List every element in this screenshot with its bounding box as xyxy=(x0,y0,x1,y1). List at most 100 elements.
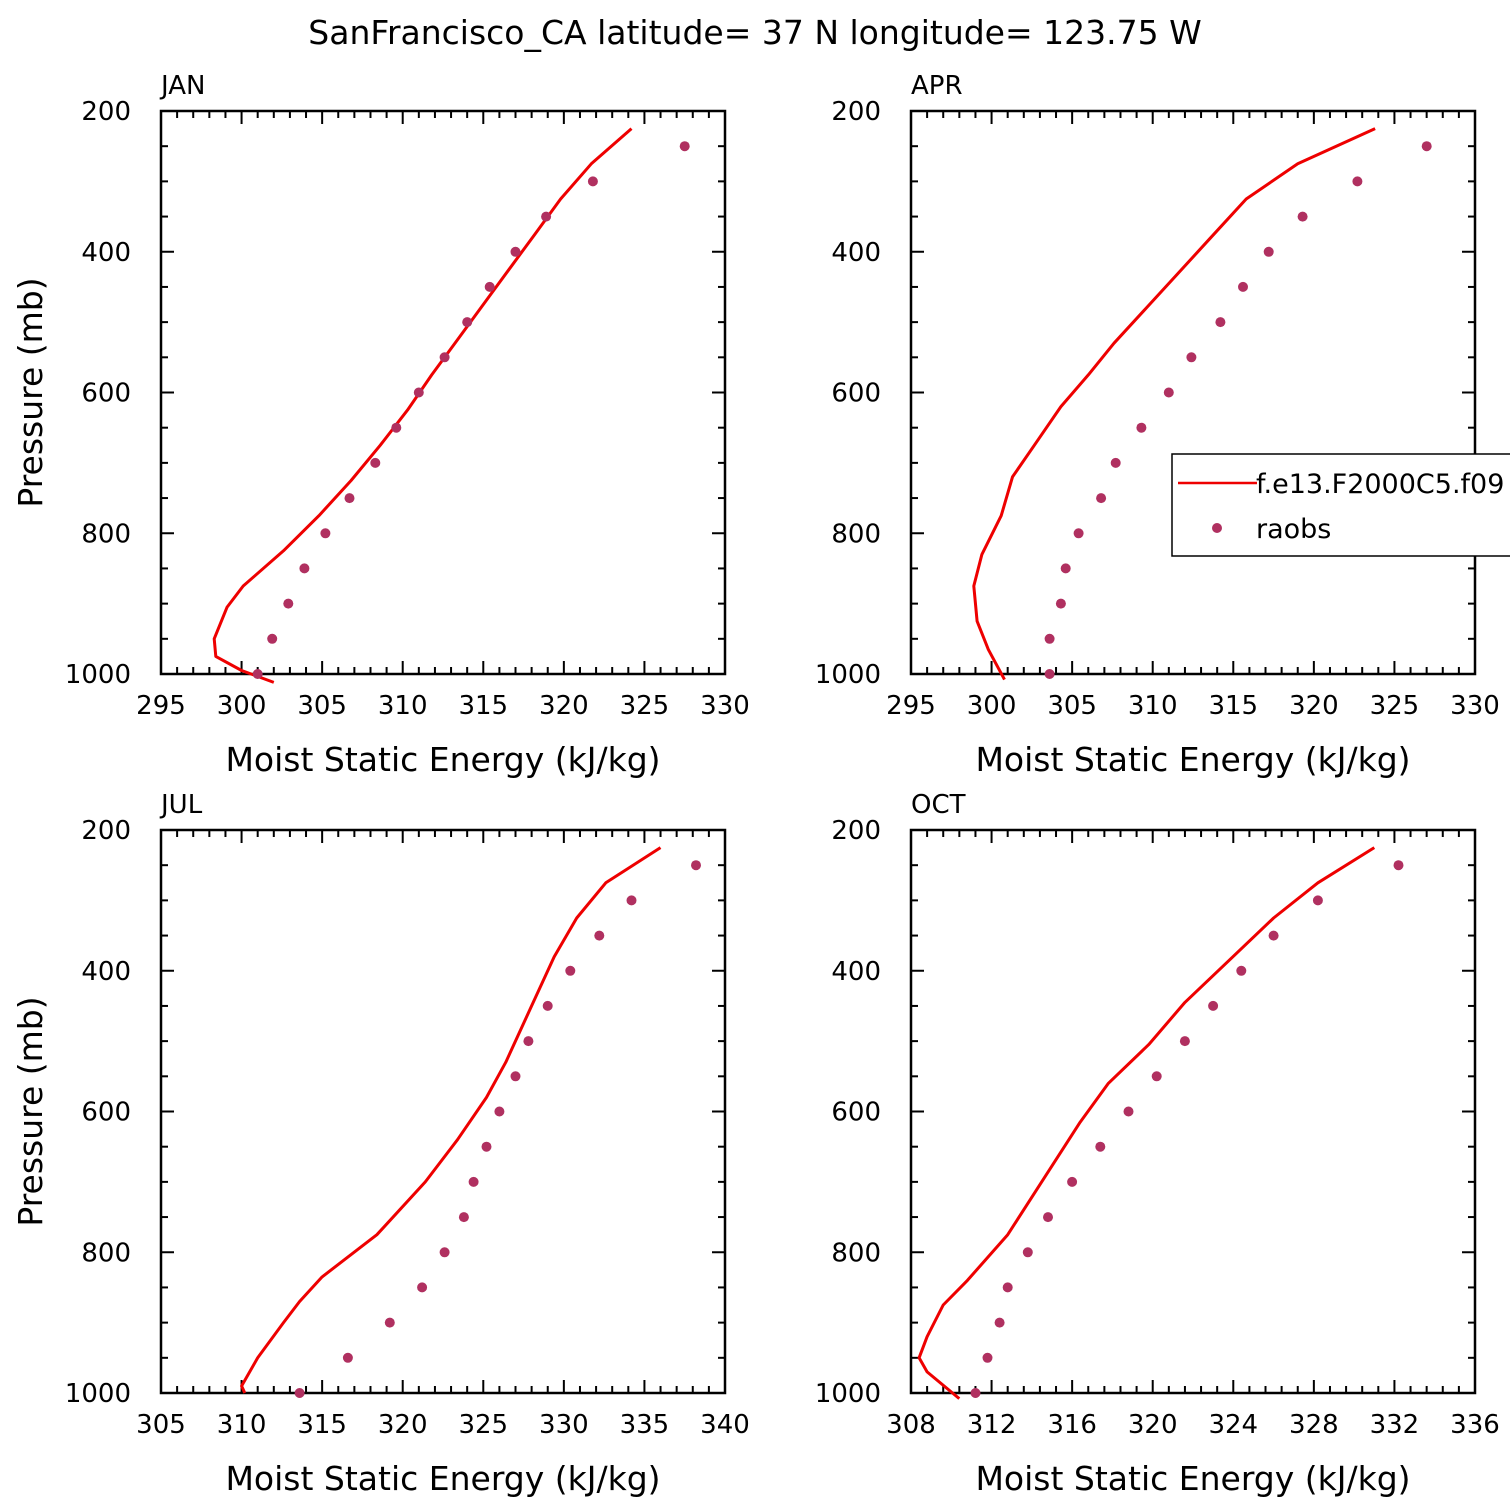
y-tick-label: 800 xyxy=(81,1238,131,1268)
obs-point xyxy=(994,1317,1005,1328)
model-line xyxy=(917,846,1376,1400)
x-tick-label: 320 xyxy=(378,1410,428,1440)
obs-point xyxy=(1151,1071,1162,1082)
x-tick-label: 320 xyxy=(1128,1410,1178,1440)
y-tick-label: 600 xyxy=(831,379,881,409)
y-tick-label: 200 xyxy=(831,816,881,846)
x-tick-label: 300 xyxy=(217,691,267,721)
obs-point xyxy=(565,965,576,976)
y-tick-label: 200 xyxy=(831,97,881,127)
x-tick-label: 308 xyxy=(886,1410,936,1440)
obs-point xyxy=(1393,860,1404,871)
obs-point xyxy=(1136,422,1147,433)
x-tick-label: 316 xyxy=(1047,1410,1097,1440)
x-tick-label: 325 xyxy=(1370,691,1420,721)
obs-point xyxy=(384,1317,395,1328)
figure-title: SanFrancisco_CA latitude= 37 N longitude… xyxy=(308,13,1201,52)
x-tick-label: 332 xyxy=(1370,1410,1420,1440)
obs-point xyxy=(1067,1176,1078,1187)
obs-point xyxy=(1163,387,1174,398)
legend-box xyxy=(1171,453,1510,557)
obs-point xyxy=(370,457,381,468)
y-tick-label: 400 xyxy=(81,238,131,268)
legend-obs-marker xyxy=(1212,523,1222,533)
y-tick-label: 800 xyxy=(831,1238,881,1268)
obs-point xyxy=(1263,246,1274,257)
x-tick-label: 330 xyxy=(539,1410,589,1440)
y-tick-label: 1000 xyxy=(65,1379,131,1409)
x-tick-label: 310 xyxy=(217,1410,267,1440)
obs-point xyxy=(439,352,450,363)
x-axis-title: Moist Static Energy (kJ/kg) xyxy=(975,740,1410,779)
obs-point xyxy=(283,598,294,609)
legend-obs-label: raobs xyxy=(1256,514,1331,545)
plot-frame xyxy=(159,828,727,1395)
obs-point xyxy=(1238,281,1248,292)
obs-point xyxy=(542,1000,553,1011)
panel-oct: 308 312 316 320 324 328 332 336 200 400 600 800 1000… xyxy=(815,790,1500,1498)
y-tick-label: 200 xyxy=(81,97,131,127)
obs-point xyxy=(523,1036,534,1047)
legend: f.e13.F2000C5.f09 raobs xyxy=(1171,453,1510,557)
obs-point xyxy=(691,860,701,871)
x-tick-label: 305 xyxy=(1047,691,1097,721)
obs-point xyxy=(344,493,355,504)
obs-point xyxy=(510,1071,521,1082)
obs-point xyxy=(679,141,690,152)
obs-point xyxy=(1055,598,1066,609)
obs-point xyxy=(391,422,402,433)
obs-point xyxy=(1043,1212,1053,1223)
obs-point xyxy=(252,669,263,679)
y-tick-label: 600 xyxy=(831,1098,881,1128)
obs-point xyxy=(1044,633,1055,644)
y-tick-label: 1000 xyxy=(815,1379,881,1409)
panel-label: APR xyxy=(911,71,963,101)
obs-point xyxy=(1312,895,1323,906)
panel-jan: 295 300 305 310 315 320 325 330 200 400 600 800 1000… xyxy=(11,71,750,779)
y-axis-title: Pressure (mb) xyxy=(11,277,50,507)
x-tick-label: 320 xyxy=(1289,691,1339,721)
panel-label: JAN xyxy=(159,71,205,101)
obs-point xyxy=(462,317,473,328)
obs-point xyxy=(1044,669,1055,679)
y-tick-label: 200 xyxy=(81,816,131,846)
x-tick-label: 310 xyxy=(1128,691,1178,721)
x-tick-label: 312 xyxy=(967,1410,1017,1440)
x-axis-title: Moist Static Energy (kJ/kg) xyxy=(225,1459,660,1498)
obs-point xyxy=(1421,141,1432,152)
obs-point xyxy=(458,1212,469,1223)
obs-point xyxy=(481,1141,492,1152)
x-tick-label: 336 xyxy=(1450,1410,1500,1440)
panels: 295 300 305 310 315 320 325 330 200 400 600 800 1000… xyxy=(11,71,1500,1498)
obs-point xyxy=(267,633,278,644)
obs-point xyxy=(320,528,331,539)
x-axis-title: Moist Static Energy (kJ/kg) xyxy=(975,1459,1410,1498)
obs-point xyxy=(413,387,424,398)
x-tick-label: 324 xyxy=(1208,1410,1258,1440)
plot-frame xyxy=(909,109,1477,676)
obs-point xyxy=(1186,352,1197,363)
panel-jul: 305 310 315 320 325 330 335 340 200 400 600 800 1000… xyxy=(11,790,750,1498)
obs-point xyxy=(294,1388,305,1398)
obs-point xyxy=(1352,176,1363,187)
x-tick-label: 315 xyxy=(297,1410,347,1440)
obs-point xyxy=(1002,1282,1013,1293)
x-tick-label: 330 xyxy=(1450,691,1500,721)
obs-point xyxy=(594,930,605,941)
obs-point xyxy=(982,1352,993,1363)
obs-point xyxy=(1110,457,1121,468)
obs-point xyxy=(417,1282,428,1293)
panel-label: OCT xyxy=(911,790,966,820)
x-tick-label: 295 xyxy=(886,691,936,721)
y-tick-label: 1000 xyxy=(815,660,881,690)
obs-point xyxy=(587,176,598,187)
x-tick-label: 310 xyxy=(378,691,428,721)
y-tick-label: 400 xyxy=(831,238,881,268)
y-tick-label: 1000 xyxy=(65,660,131,690)
obs-point xyxy=(1297,211,1308,222)
obs-point xyxy=(970,1388,981,1398)
x-tick-label: 325 xyxy=(620,691,670,721)
x-tick-label: 315 xyxy=(458,691,508,721)
obs-point xyxy=(299,563,310,574)
